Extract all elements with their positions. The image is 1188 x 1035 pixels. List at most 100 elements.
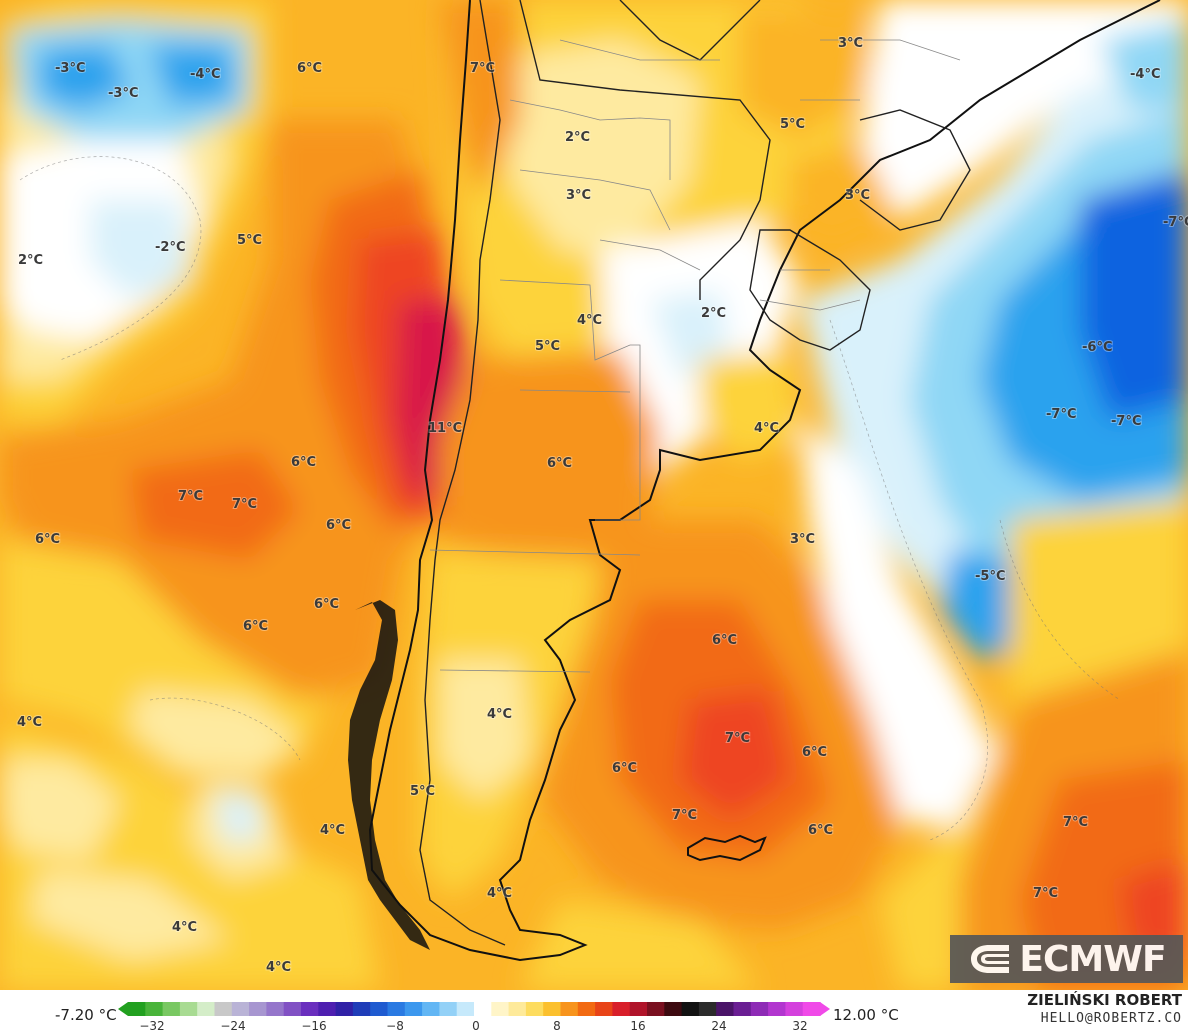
colorbar-tick-label: 32 (792, 1019, 808, 1033)
temp-label: 5°C (410, 784, 435, 799)
temp-label: 6°C (612, 761, 637, 776)
colorbar-swatch (785, 1002, 804, 1016)
colorbar-swatch (439, 1002, 458, 1016)
colorbar-swatch (681, 1002, 700, 1016)
colorbar-tick-label: 0 (472, 1019, 480, 1033)
colorbar-swatch (370, 1002, 389, 1016)
colorbar-min-label: -7.20 °C (55, 1006, 117, 1024)
temp-label: 4°C (754, 421, 779, 436)
temp-label: 6°C (802, 745, 827, 760)
temp-label: -5°C (975, 569, 1005, 584)
colorbar-swatch (508, 1002, 527, 1016)
colorbar-swatch (387, 1002, 406, 1016)
colorbar-swatch (145, 1002, 164, 1016)
colorbar-tick-label: 8 (553, 1019, 561, 1033)
temp-label: 7°C (725, 731, 750, 746)
colorbar-swatch (525, 1002, 544, 1016)
fjord-islands (348, 600, 430, 950)
colorbar-max-label: 12.00 °C (833, 1006, 899, 1024)
colorbar-swatch (768, 1002, 786, 1016)
temp-label: -4°C (1130, 67, 1160, 82)
coastlines (368, 0, 1161, 962)
colorbar-swatch (612, 1002, 631, 1016)
colorbar-tick-label: −16 (301, 1019, 327, 1033)
temp-label: 11°C (428, 421, 462, 436)
temp-label: -7°C (1163, 215, 1188, 230)
temp-label: 2°C (701, 306, 726, 321)
ecmwf-logo: ECMWF (950, 935, 1183, 983)
colorbar-swatch (231, 1002, 250, 1016)
colorbar-swatch (249, 1002, 267, 1016)
colorbar-swatch (301, 1002, 319, 1016)
ecmwf-emblem-icon (971, 945, 1010, 973)
temp-label: 7°C (178, 489, 203, 504)
temp-label: -2°C (155, 240, 185, 255)
colorbar-swatch (595, 1002, 613, 1016)
colorbar-min-arrow (118, 1002, 128, 1016)
temp-label: 6°C (35, 532, 60, 547)
temp-label: 3°C (845, 188, 870, 203)
colorbar-swatch (283, 1002, 302, 1016)
temp-label: 6°C (291, 455, 316, 470)
colorbar-swatch (733, 1002, 752, 1016)
temp-label: 3°C (790, 532, 815, 547)
temp-label: 4°C (17, 715, 42, 730)
colorbar-swatch (266, 1002, 285, 1016)
colorbar-tick-label: 16 (630, 1019, 646, 1033)
temp-label: 2°C (18, 253, 43, 268)
temp-label: 5°C (780, 117, 805, 132)
colorbar (118, 1002, 830, 1016)
temp-label: 5°C (237, 233, 262, 248)
colorbar-swatch (664, 1002, 683, 1016)
temp-label: 3°C (838, 36, 863, 51)
colorbar-swatch (214, 1002, 233, 1016)
temp-label: 2°C (565, 130, 590, 145)
temp-label: -3°C (55, 61, 85, 76)
temp-label: 5°C (535, 339, 560, 354)
temp-label: 7°C (1063, 815, 1088, 830)
colorbar-swatch (750, 1002, 769, 1016)
colorbar-swatch (577, 1002, 596, 1016)
temp-label: -7°C (1111, 414, 1141, 429)
temperature-labels: -3°C -3°C -4°C 6°C 7°C 3°C -4°C 2°C 5°C … (16, 35, 1188, 976)
colorbar-swatch (629, 1002, 648, 1016)
colorbar-swatch (716, 1002, 735, 1016)
temp-label: 6°C (547, 456, 572, 471)
colorbar-max-arrow (820, 1002, 830, 1016)
colorbar-swatch (128, 1002, 146, 1016)
colorbar-tick-label: −32 (139, 1019, 165, 1033)
temp-label: -3°C (108, 86, 138, 101)
colorbar-swatch (698, 1002, 717, 1016)
colorbar-swatch (404, 1002, 423, 1016)
temp-label: 4°C (320, 823, 345, 838)
temp-label: 7°C (232, 497, 257, 512)
colorbar-swatch (422, 1002, 440, 1016)
contour-lines (19, 156, 1121, 841)
temp-label: 4°C (577, 313, 602, 328)
temp-label: 6°C (297, 61, 322, 76)
colorbar-swatch (474, 1002, 492, 1016)
temp-label: 4°C (266, 960, 291, 975)
temp-label: -6°C (1082, 340, 1112, 355)
temp-label: 6°C (243, 619, 268, 634)
temp-label: 6°C (712, 633, 737, 648)
temp-label: 6°C (314, 597, 339, 612)
colorbar-swatch (162, 1002, 181, 1016)
ecmwf-logo-text: ECMWF (1019, 938, 1166, 980)
temp-label: -7°C (1046, 407, 1076, 422)
author-name: ZIELIŃSKI ROBERT (1027, 991, 1182, 1009)
temp-label: 3°C (566, 188, 591, 203)
colorbar-swatch (560, 1002, 579, 1016)
colorbar-swatch (352, 1002, 371, 1016)
temperature-field (0, 0, 1188, 990)
country-borders (419, 0, 971, 946)
colorbar-swatch (179, 1002, 198, 1016)
colorbar-tick-label: −24 (220, 1019, 246, 1033)
colorbar-swatch (543, 1002, 562, 1016)
temp-label: 7°C (672, 808, 697, 823)
colorbar-swatch (647, 1002, 665, 1016)
temperature-map: -3°C -3°C -4°C 6°C 7°C 3°C -4°C 2°C 5°C … (0, 0, 1188, 990)
author-email: HELLO@ROBERTZ.CO (1040, 1011, 1182, 1026)
temp-label: 4°C (172, 920, 197, 935)
colorbar-swatch (456, 1002, 475, 1016)
